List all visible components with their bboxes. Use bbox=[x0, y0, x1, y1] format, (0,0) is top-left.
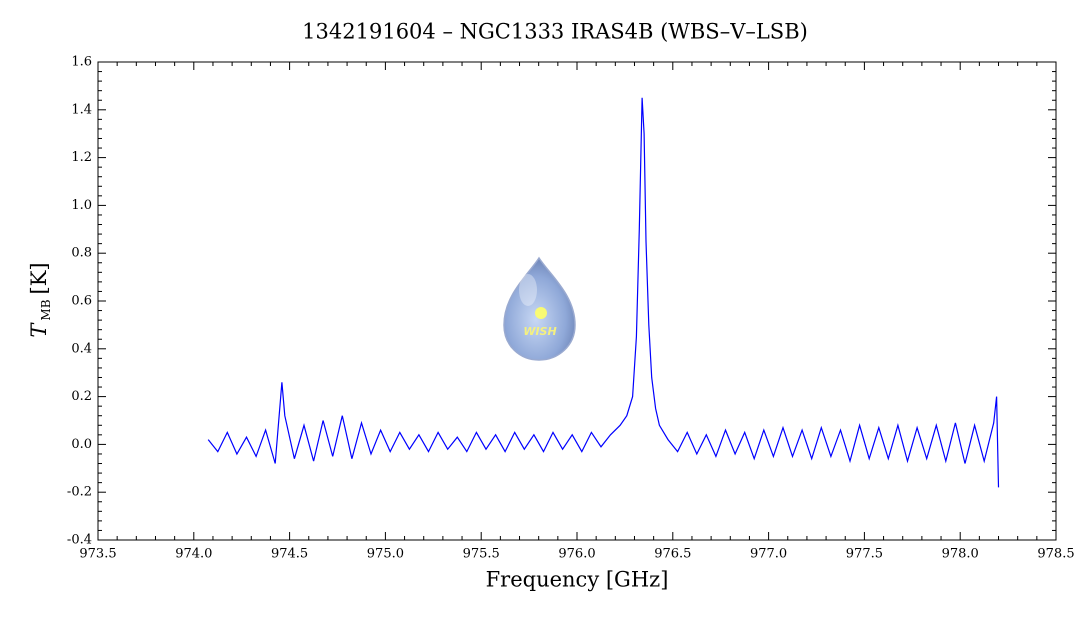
x-tick-label: 978.5 bbox=[1037, 547, 1074, 562]
logo-text: WISH bbox=[523, 325, 556, 338]
spectrum-line bbox=[207, 97, 1000, 488]
y-tick-label: 1.2 bbox=[71, 150, 92, 165]
y-tick-label: 0.6 bbox=[71, 294, 92, 309]
y-tick-label: 0.8 bbox=[71, 246, 92, 261]
x-tick-label: 976.5 bbox=[654, 547, 691, 562]
x-tick-label: 977.0 bbox=[750, 547, 787, 562]
y-axis-label-text: T MB [K] bbox=[27, 262, 53, 337]
x-tick-label: 974.0 bbox=[175, 547, 212, 562]
y-tick-label: -0.4 bbox=[67, 533, 92, 548]
logo-shine bbox=[519, 274, 537, 306]
y-subscript: MB bbox=[39, 299, 53, 320]
x-tick-label: 975.5 bbox=[463, 547, 500, 562]
logo-star bbox=[535, 307, 547, 319]
plot-frame bbox=[97, 61, 1057, 541]
x-tick-label: 978.0 bbox=[942, 547, 979, 562]
y-tick-label: 1.4 bbox=[71, 102, 92, 117]
y-tick-label: 0.2 bbox=[71, 389, 92, 404]
x-tick-label: 974.5 bbox=[271, 547, 308, 562]
x-tick-label: 977.5 bbox=[846, 547, 883, 562]
y-axis-label: T MB [K] bbox=[27, 262, 53, 337]
x-tick-label: 973.5 bbox=[79, 547, 116, 562]
x-tick-label: 976.0 bbox=[558, 547, 595, 562]
x-axis-label: Frequency [GHz] bbox=[486, 568, 669, 592]
y-tick-label: 0.0 bbox=[71, 437, 92, 452]
y-unit: [K] bbox=[27, 262, 51, 294]
y-tick-label: 0.4 bbox=[71, 341, 92, 356]
y-tick-label: 1.6 bbox=[71, 55, 92, 70]
chart-title: 1342191604 – NGC1333 IRAS4B (WBS–V–LSB) bbox=[302, 20, 808, 44]
logo: WISH bbox=[503, 256, 576, 361]
y-tick-label: -0.2 bbox=[67, 485, 92, 500]
y-symbol: T bbox=[27, 322, 51, 338]
y-tick-label: 1.0 bbox=[71, 198, 92, 213]
x-tick-label: 975.0 bbox=[367, 547, 404, 562]
